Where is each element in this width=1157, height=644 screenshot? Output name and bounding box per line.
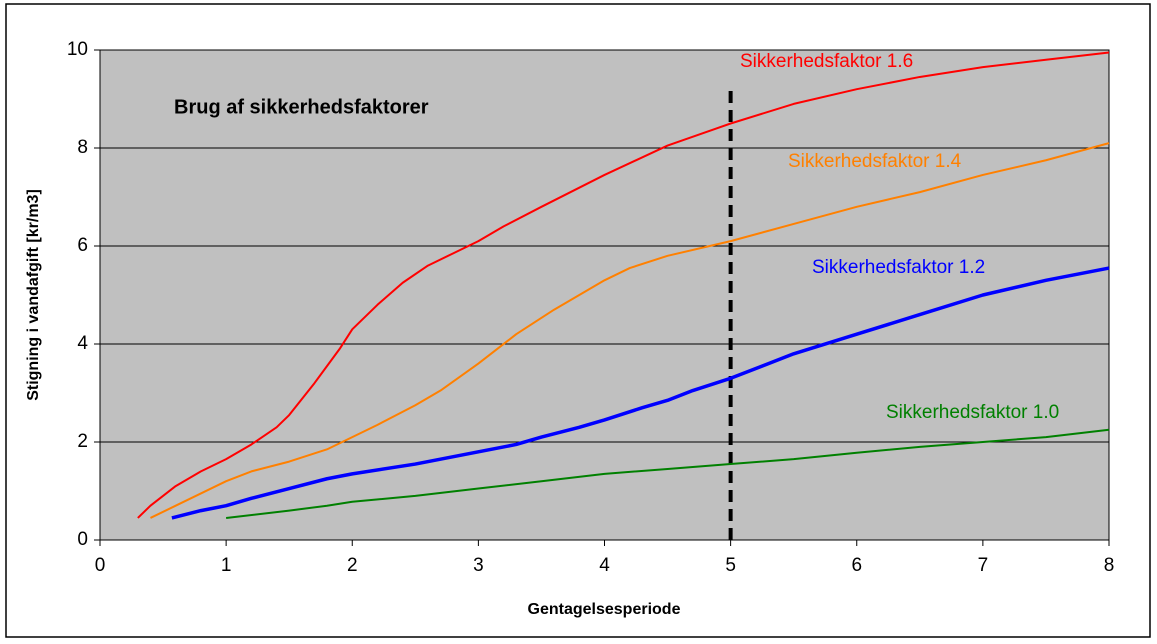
- series-label: Sikkerhedsfaktor 1.4: [788, 151, 962, 172]
- x-tick-label: 6: [851, 555, 862, 576]
- x-tick-label: 2: [347, 555, 358, 576]
- series-label: Sikkerhedsfaktor 1.0: [886, 402, 1059, 423]
- series-label: Sikkerhedsfaktor 1.2: [812, 257, 985, 278]
- x-axis-label: Gentagelsesperiode: [528, 601, 681, 618]
- x-tick-label: 3: [473, 555, 484, 576]
- series-line: [150, 142, 1110, 519]
- x-tick-label: 4: [599, 555, 610, 576]
- y-tick-label: 6: [77, 235, 88, 256]
- x-tick-label: 7: [978, 555, 989, 576]
- series-line: [226, 428, 1110, 519]
- series-line: [171, 266, 1110, 520]
- plot-area: [99, 49, 1110, 541]
- x-tick-label: 5: [725, 555, 736, 576]
- y-tick-label: 2: [77, 431, 88, 452]
- y-tick-label: 4: [77, 333, 88, 354]
- chart-title: Brug af sikkerhedsfaktorer: [174, 96, 429, 118]
- y-tick-label: 10: [67, 39, 88, 60]
- y-tick-label: 0: [77, 529, 88, 550]
- y-axis-label: Stigning i vandafgift [kr/m3]: [25, 189, 42, 401]
- x-tick-label: 8: [1104, 555, 1115, 576]
- x-tick-label: 0: [95, 555, 106, 576]
- y-tick-label: 8: [77, 137, 88, 158]
- x-tick-label: 1: [221, 555, 232, 576]
- series-label: Sikkerhedsfaktor 1.6: [740, 51, 913, 72]
- series-line: [137, 51, 1110, 519]
